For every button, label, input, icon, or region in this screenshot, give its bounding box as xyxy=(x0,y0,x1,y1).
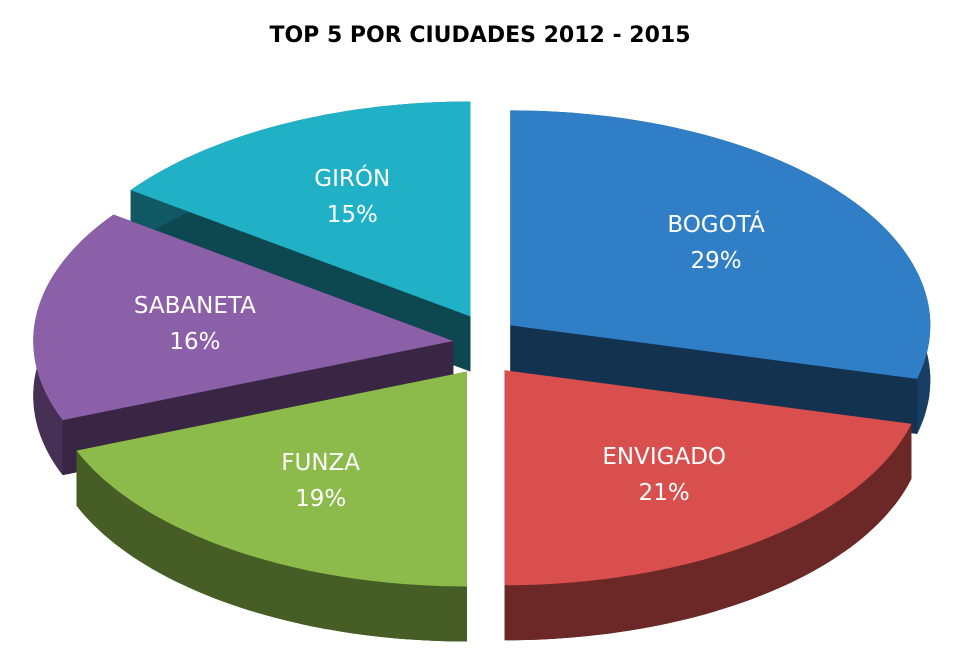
slice xyxy=(76,371,467,642)
slice-top xyxy=(130,101,471,317)
slice-label: GIRÓN xyxy=(314,164,390,192)
slice xyxy=(510,110,931,434)
slice-top xyxy=(33,214,454,421)
slice-label: SABANETA xyxy=(134,293,256,319)
slice xyxy=(504,370,912,641)
slice-top xyxy=(510,110,931,379)
slice-value-label: 19% xyxy=(295,486,346,512)
chart-title: TOP 5 POR CIUDADES 2012 - 2015 xyxy=(269,23,690,48)
slice-top xyxy=(76,371,467,587)
slice-top xyxy=(504,370,912,586)
slice-wall xyxy=(510,325,918,434)
slice-value-label: 29% xyxy=(690,248,741,274)
slice-label: FUNZA xyxy=(281,450,360,476)
slice-side xyxy=(76,450,467,642)
slice-label: ENVIGADO xyxy=(602,444,726,470)
slice-value-label: 21% xyxy=(639,480,690,506)
slice-value-label: 15% xyxy=(327,202,378,228)
slice-value-label: 16% xyxy=(169,329,220,355)
slice-side xyxy=(504,423,912,641)
slice-label: BOGOTÁ xyxy=(667,210,765,238)
